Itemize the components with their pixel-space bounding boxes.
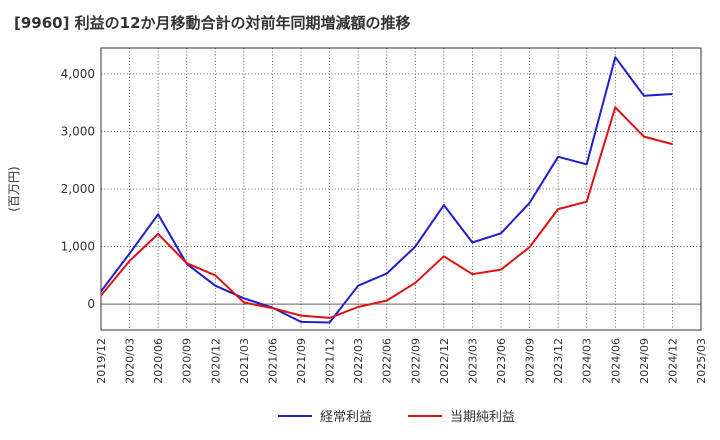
x-tick-label: 2022/03 — [352, 338, 365, 384]
y-tick-label: 0 — [87, 297, 95, 311]
x-tick-label: 2025/03 — [695, 338, 708, 384]
x-tick-label: 2019/12 — [95, 338, 108, 384]
x-tick-label: 2024/06 — [609, 338, 622, 384]
y-tick-label: 4,000 — [61, 67, 95, 81]
y-tick-label: 2,000 — [61, 182, 95, 196]
x-tick-label: 2023/06 — [495, 338, 508, 384]
x-tick-label: 2024/03 — [581, 338, 594, 384]
y-tick-label: 3,000 — [61, 124, 95, 138]
plot-frame — [100, 47, 702, 331]
x-tick-label: 2020/09 — [181, 338, 194, 384]
legend-label-2: 当期純利益 — [450, 410, 515, 425]
x-tick-label: 2022/12 — [438, 338, 451, 384]
x-tick-label: 2021/09 — [295, 338, 308, 384]
y-axis-label: (百万円) — [7, 166, 21, 211]
x-tick-label: 2022/06 — [381, 338, 394, 384]
chart-title: [9960] 利益の12か月移動合計の対前年同期増減額の推移 — [14, 14, 411, 32]
x-tick-label: 2020/06 — [152, 338, 165, 384]
x-tick-label: 2020/03 — [124, 338, 137, 384]
x-tick-label: 2023/09 — [524, 338, 537, 384]
x-tick-label: 2020/12 — [209, 338, 222, 384]
x-tick-label: 2021/12 — [324, 338, 337, 384]
legend-label-1: 経常利益 — [320, 410, 372, 425]
x-tick-label: 2023/12 — [552, 338, 565, 384]
x-tick-label: 2024/09 — [638, 338, 651, 384]
series-line-2 — [100, 106, 673, 319]
x-tick-label: 2021/03 — [238, 338, 251, 384]
x-tick-label: 2022/09 — [409, 338, 422, 384]
x-tick-label: 2023/03 — [466, 338, 479, 384]
x-tick-label: 2024/12 — [666, 338, 679, 384]
y-tick-label: 1,000 — [61, 240, 95, 254]
series-line-1 — [100, 56, 673, 324]
x-tick-label: 2021/06 — [266, 338, 279, 384]
